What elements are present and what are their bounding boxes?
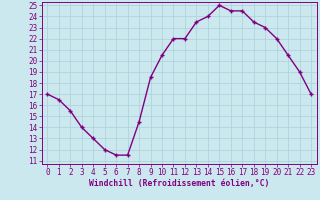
X-axis label: Windchill (Refroidissement éolien,°C): Windchill (Refroidissement éolien,°C) [89, 179, 269, 188]
